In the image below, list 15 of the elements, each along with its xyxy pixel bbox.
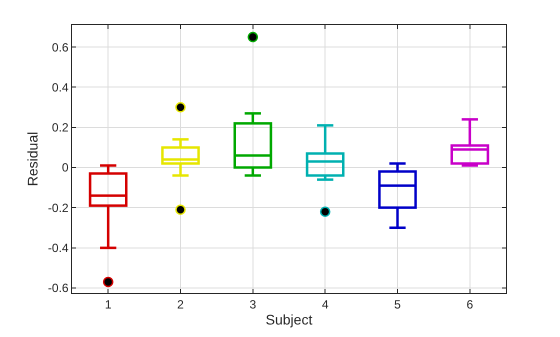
x-tick-label: 2 [177,297,184,312]
x-tick-label: 6 [466,297,474,312]
y-tick-label: 0.6 [52,40,69,54]
x-tick-label: 5 [394,297,402,312]
y-tick-label: -0.4 [48,241,69,256]
y-axis-title: Residual [24,132,41,186]
x-tick-label: 1 [104,297,112,312]
y-tick-label: -0.2 [48,200,69,215]
y-tick-label: 0.4 [52,80,69,94]
x-tick-label: 3 [249,297,256,312]
y-tick-label: 0.2 [52,120,69,135]
x-tick-label: 4 [322,297,329,312]
y-tick-label: -0.6 [48,281,69,296]
x-axis-title: Subject [266,312,312,328]
y-tick-label: 0 [62,160,69,175]
